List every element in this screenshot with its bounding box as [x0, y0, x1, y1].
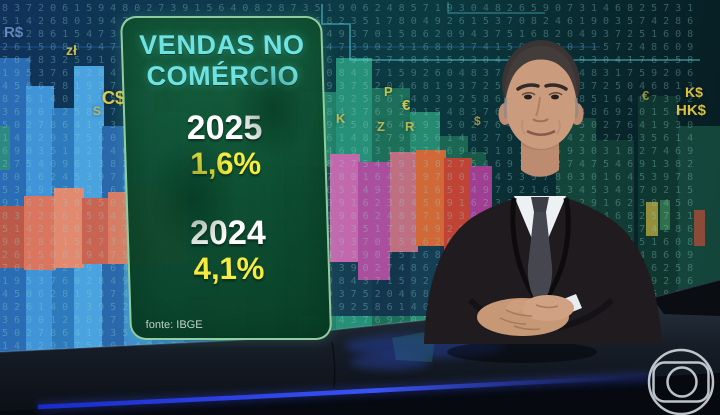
stat-value: 1,6%: [189, 146, 262, 181]
stat-year: 2024: [189, 214, 267, 252]
currency-symbol: R$: [4, 24, 24, 41]
currency-symbol: zł: [66, 42, 77, 58]
stats-panel: VENDAS NO COMÉRCIO 2025 1,6% 2024 4,1% f…: [120, 16, 333, 340]
clasped-hands: [477, 295, 574, 336]
currency-symbol: €: [642, 88, 650, 103]
currency-symbol: $: [474, 114, 481, 128]
globo-logo: [647, 348, 715, 415]
currency-symbol: Z: [377, 119, 385, 134]
anchor-reflection: [447, 341, 597, 363]
panel-title-line1: VENDAS NO: [138, 30, 305, 60]
currency-symbol: R: [405, 119, 415, 134]
currency-symbol: K$: [685, 84, 703, 100]
currency-symbol: C$: [102, 88, 126, 108]
news-anchor: [424, 40, 662, 344]
desk-front-edge: [0, 372, 720, 415]
panel-title-line2: COMÉRCIO: [146, 61, 300, 91]
currency-symbol: S: [93, 104, 102, 118]
desk-object: [652, 280, 720, 316]
tie: [527, 197, 553, 306]
stat-value: 4,1%: [193, 251, 265, 286]
currency-symbol: €: [402, 97, 411, 114]
stat-year: 2025: [186, 109, 263, 147]
face: [505, 59, 577, 149]
currency-symbol: P: [384, 84, 393, 99]
currency-symbol: HK$: [676, 102, 707, 119]
stat-2024: 2024 4,1%: [189, 214, 267, 286]
panel-title: VENDAS NO COMÉRCIO: [139, 30, 306, 92]
currency-symbol: K: [336, 111, 346, 126]
stat-2025: 2025 1,6%: [186, 109, 264, 181]
panel-source: fonte: IBGE: [145, 319, 203, 331]
